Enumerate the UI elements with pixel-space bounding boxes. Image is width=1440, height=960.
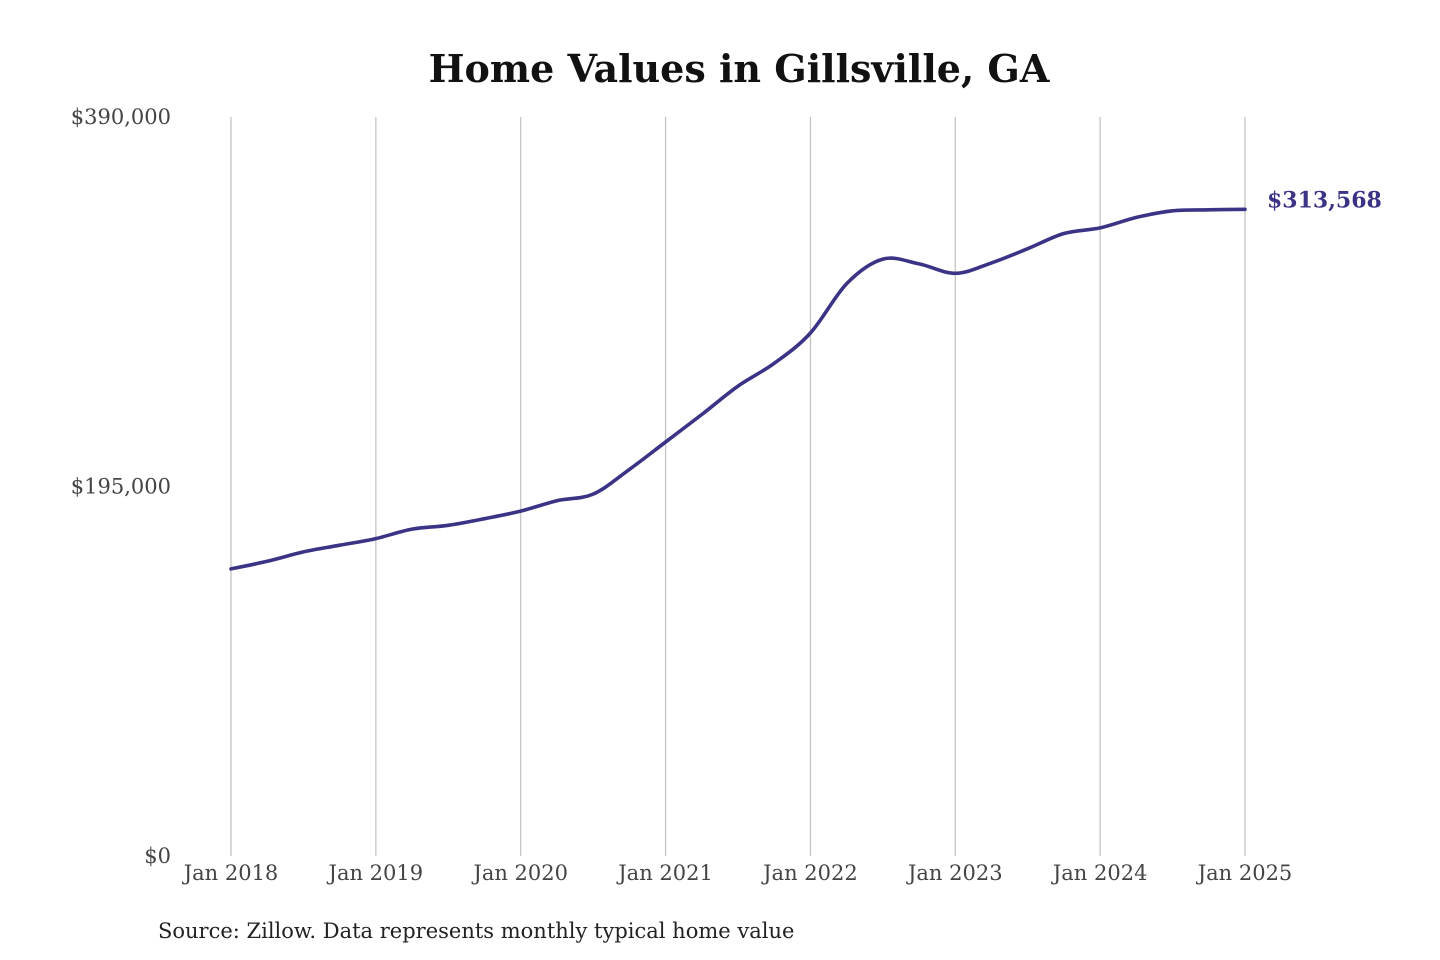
x-tick-label-3: Jan 2021 bbox=[616, 861, 713, 885]
x-tick-label-2: Jan 2020 bbox=[471, 861, 568, 885]
y-tick-label-0: $0 bbox=[144, 844, 171, 868]
y-axis-tick-labels: $0 $195,000 $390,000 bbox=[71, 105, 171, 868]
y-tick-label-2: $390,000 bbox=[71, 105, 171, 129]
series-layer bbox=[229, 207, 1247, 571]
vertical-gridlines bbox=[230, 117, 1246, 856]
x-tick-label-4: Jan 2022 bbox=[761, 861, 858, 885]
x-tick-label-6: Jan 2024 bbox=[1051, 861, 1148, 885]
source-note: Source: Zillow. Data represents monthly … bbox=[158, 919, 794, 943]
x-tick-label-1: Jan 2019 bbox=[327, 861, 424, 885]
y-tick-label-1: $195,000 bbox=[71, 475, 171, 499]
x-axis-tick-labels: Jan 2018 Jan 2019 Jan 2020 Jan 2021 Jan 2022… bbox=[182, 861, 1293, 885]
home-value-line bbox=[229, 207, 1247, 571]
x-tick-label-7: Jan 2025 bbox=[1196, 861, 1293, 885]
chart-title: Home Values in Gillsville, GA bbox=[429, 46, 1050, 91]
x-tick-label-5: Jan 2023 bbox=[906, 861, 1003, 885]
last-value-label: $313,568 bbox=[1267, 187, 1382, 213]
x-tick-label-0: Jan 2018 bbox=[182, 861, 279, 885]
